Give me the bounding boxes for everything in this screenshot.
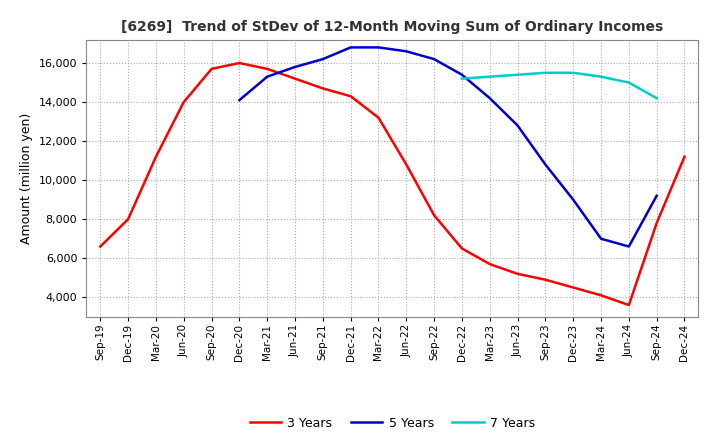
3 Years: [152, 154, 161, 159]
3 Years: [318, 86, 327, 91]
3 Years: [680, 154, 689, 159]
3 Years: [513, 271, 522, 276]
Line: 5 Years: 5 Years: [239, 48, 657, 246]
3 Years: [374, 115, 383, 120]
5 Years: [624, 244, 633, 249]
3 Years: [569, 285, 577, 290]
3 Years: [263, 66, 271, 72]
3 Years: [235, 60, 243, 66]
3 Years: [207, 66, 216, 72]
7 Years: [485, 74, 494, 79]
3 Years: [624, 302, 633, 308]
5 Years: [485, 95, 494, 101]
5 Years: [291, 64, 300, 70]
5 Years: [458, 72, 467, 77]
Title: [6269]  Trend of StDev of 12-Month Moving Sum of Ordinary Incomes: [6269] Trend of StDev of 12-Month Moving…: [121, 20, 664, 34]
5 Years: [346, 45, 355, 50]
5 Years: [541, 162, 550, 167]
7 Years: [652, 95, 661, 101]
5 Years: [374, 45, 383, 50]
7 Years: [541, 70, 550, 75]
Line: 3 Years: 3 Years: [100, 63, 685, 305]
3 Years: [96, 244, 104, 249]
5 Years: [513, 123, 522, 128]
Y-axis label: Amount (million yen): Amount (million yen): [20, 113, 33, 244]
5 Years: [402, 49, 410, 54]
3 Years: [597, 293, 606, 298]
7 Years: [624, 80, 633, 85]
3 Years: [541, 277, 550, 282]
Line: 7 Years: 7 Years: [462, 73, 657, 98]
3 Years: [652, 220, 661, 226]
5 Years: [597, 236, 606, 242]
3 Years: [291, 76, 300, 81]
3 Years: [346, 94, 355, 99]
3 Years: [124, 216, 132, 222]
5 Years: [652, 193, 661, 198]
7 Years: [569, 70, 577, 75]
3 Years: [402, 162, 410, 167]
5 Years: [235, 98, 243, 103]
7 Years: [458, 76, 467, 81]
3 Years: [430, 213, 438, 218]
5 Years: [569, 197, 577, 202]
7 Years: [513, 72, 522, 77]
5 Years: [263, 74, 271, 79]
Legend: 3 Years, 5 Years, 7 Years: 3 Years, 5 Years, 7 Years: [245, 412, 540, 435]
5 Years: [318, 56, 327, 62]
3 Years: [458, 246, 467, 251]
3 Years: [179, 99, 188, 105]
5 Years: [430, 56, 438, 62]
7 Years: [597, 74, 606, 79]
3 Years: [485, 261, 494, 267]
